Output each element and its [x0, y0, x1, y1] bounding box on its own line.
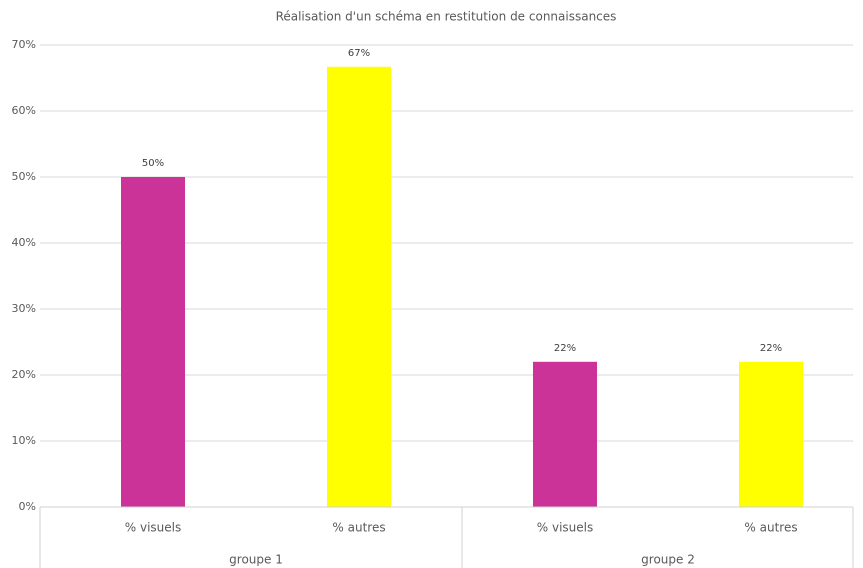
data-label: 67% [348, 48, 370, 59]
x-tick-label: % autres [744, 521, 797, 535]
y-tick-label: 50% [12, 170, 36, 183]
data-label: 50% [142, 158, 164, 169]
bar [327, 66, 391, 507]
chart-title: Réalisation d'un schéma en restitution d… [276, 10, 617, 24]
bar [533, 361, 597, 507]
y-tick-label: 70% [12, 38, 36, 51]
y-tick-label: 60% [12, 104, 36, 117]
y-tick-label: 40% [12, 236, 36, 249]
group-label: groupe 1 [229, 553, 283, 567]
y-tick-label: 30% [12, 302, 36, 315]
x-tick-label: % visuels [537, 521, 593, 535]
data-label: 22% [554, 343, 576, 354]
y-tick-label: 10% [12, 434, 36, 447]
x-tick-label: % visuels [125, 521, 181, 535]
y-tick-label: 0% [19, 500, 36, 513]
y-tick-label: 20% [12, 368, 36, 381]
bar [739, 361, 803, 507]
bar [121, 177, 185, 507]
data-label: 22% [760, 343, 782, 354]
x-tick-label: % autres [332, 521, 385, 535]
group-label: groupe 2 [641, 553, 695, 567]
